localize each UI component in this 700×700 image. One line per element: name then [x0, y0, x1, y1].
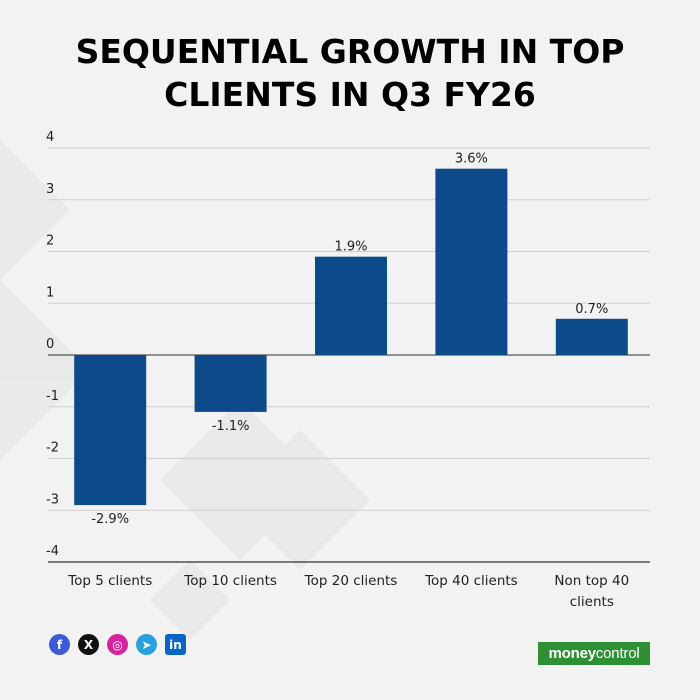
y-tick-label: -1 [46, 389, 59, 404]
title-line-1: SEQUENTIAL GROWTH IN TOP [75, 32, 625, 71]
data-label: -2.9% [91, 512, 129, 527]
y-tick-label: 0 [46, 337, 54, 352]
social-icons: f X ◎ ➤ in [49, 634, 186, 655]
instagram-icon[interactable]: ◎ [107, 634, 128, 655]
y-tick-label: 2 [46, 234, 54, 249]
data-label: 3.6% [455, 152, 488, 167]
x-category-label: Top 10 clients [183, 573, 277, 589]
moneycontrol-logo: money control [538, 642, 650, 665]
bar [555, 318, 628, 355]
data-label: 1.9% [334, 240, 367, 255]
y-tick-label: -2 [46, 441, 59, 456]
y-tick-label: -3 [46, 492, 59, 507]
data-label: -1.1% [212, 419, 250, 434]
linkedin-icon[interactable]: in [165, 634, 186, 655]
x-icon[interactable]: X [78, 634, 99, 655]
bar [194, 355, 267, 412]
bar [74, 355, 147, 506]
y-tick-label: 4 [46, 130, 54, 145]
y-tick-label: 3 [46, 182, 54, 197]
y-tick-label: -4 [46, 544, 59, 559]
x-category-label: Top 40 clients [424, 573, 518, 589]
footer: f X ◎ ➤ in money control [0, 634, 700, 674]
chart-title: SEQUENTIAL GROWTH IN TOP CLIENTS IN Q3 F… [0, 30, 700, 116]
facebook-icon[interactable]: f [49, 634, 70, 655]
y-tick-label: 1 [46, 285, 54, 300]
bar [315, 256, 387, 355]
bar [435, 168, 508, 355]
x-category-label: Top 20 clients [304, 573, 398, 589]
telegram-icon[interactable]: ➤ [136, 634, 157, 655]
x-category-label: Non top 40 [554, 573, 629, 589]
x-category-label: clients [570, 594, 614, 610]
data-label: 0.7% [575, 302, 608, 317]
x-category-label: Top 5 clients [67, 573, 152, 589]
title-line-2: CLIENTS IN Q3 FY26 [164, 75, 536, 114]
